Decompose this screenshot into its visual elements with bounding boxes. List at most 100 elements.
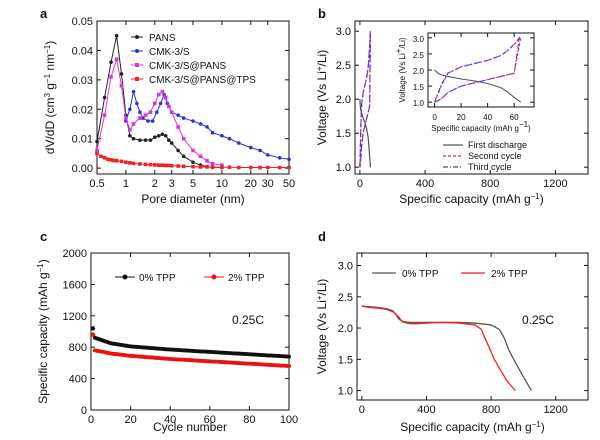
y-tick-label: 1.5 bbox=[338, 354, 353, 366]
data-point-1 bbox=[227, 136, 232, 141]
main-series-2 bbox=[359, 31, 371, 168]
data-point-1 bbox=[176, 113, 180, 117]
legend-label: CMK-3/S@PANS@TPS bbox=[149, 75, 256, 86]
data-point-0 bbox=[160, 132, 165, 137]
data-point-3 bbox=[205, 165, 209, 169]
x-tick-label: 0 bbox=[359, 404, 365, 416]
y-tick-label: 2.0 bbox=[413, 67, 425, 76]
plot-frame bbox=[354, 20, 589, 175]
main-series-0 bbox=[359, 99, 372, 168]
label-part: Specific capacity (mAh g bbox=[400, 420, 531, 434]
y-tick-label: 1.0 bbox=[336, 162, 351, 174]
data-point-3 bbox=[248, 165, 253, 170]
series-line-1 bbox=[361, 305, 516, 392]
label-part: ) bbox=[540, 192, 544, 206]
x-tick-label: 20 bbox=[457, 113, 466, 122]
y-tick-label: 0.00 bbox=[72, 163, 93, 175]
inset-y-axis-label: Voltage (Vs Li+/Li) bbox=[394, 37, 408, 102]
data-point-2 bbox=[138, 116, 142, 120]
y-tick-label: 400 bbox=[69, 374, 87, 386]
label-part: ) bbox=[541, 420, 545, 434]
inset-x-axis-label: Specific capacity (mAh g−1) bbox=[431, 120, 531, 134]
x-axis-label-d: Specific capacity (mAh g−1) bbox=[400, 420, 545, 435]
x-tick-label: 40 bbox=[483, 113, 492, 122]
data-point-3 bbox=[152, 163, 157, 167]
data-point-3 bbox=[265, 165, 270, 170]
x-tick-label: 1200 bbox=[543, 404, 567, 416]
data-point-2 bbox=[114, 57, 119, 62]
y-tick-label: 2.5 bbox=[413, 51, 425, 60]
legend-label: 0% TPP bbox=[402, 269, 439, 280]
data-point-3 bbox=[148, 162, 153, 167]
y-tick-label: 1600 bbox=[63, 279, 87, 291]
data-point-1 bbox=[181, 116, 186, 120]
data-point-3 bbox=[124, 160, 128, 165]
y-tick-label: 2.5 bbox=[336, 60, 351, 72]
data-point-2 bbox=[109, 75, 113, 79]
y-tick-label: 2.0 bbox=[338, 323, 353, 335]
data-point-2 bbox=[163, 95, 168, 100]
x-tick-label: 2 bbox=[152, 178, 158, 190]
panel-label-b: b bbox=[318, 6, 326, 21]
data-point-2 bbox=[102, 113, 107, 117]
x-tick-label: 100 bbox=[280, 414, 298, 426]
data-point-3 bbox=[163, 163, 168, 168]
data-point-3 bbox=[176, 164, 180, 168]
data-point-0 bbox=[152, 135, 157, 140]
legend-marker bbox=[211, 274, 217, 280]
label-superscript: −1 bbox=[43, 73, 52, 83]
data-point-1 bbox=[150, 119, 155, 123]
data-point-3 bbox=[119, 159, 124, 164]
data-point-2 bbox=[169, 110, 174, 115]
x-tick-label: 10 bbox=[216, 178, 228, 190]
x-tick-label: 5 bbox=[190, 178, 196, 190]
data-point-0 bbox=[109, 60, 113, 64]
y-tick-label: 2.5 bbox=[338, 292, 353, 304]
data-point-1 bbox=[146, 119, 150, 123]
label-part: nm bbox=[43, 54, 57, 74]
x-tick-label: 20 bbox=[245, 178, 257, 190]
x-tick-label: 0 bbox=[88, 414, 94, 426]
data-point-2 bbox=[119, 83, 124, 88]
y-tick-label: 3.0 bbox=[336, 26, 351, 38]
plot-frame bbox=[356, 252, 589, 401]
data-point-1 bbox=[90, 332, 96, 337]
data-point-0 bbox=[287, 354, 291, 359]
data-point-2 bbox=[148, 110, 153, 115]
y-tick-label: 800 bbox=[69, 342, 87, 354]
data-point-2 bbox=[143, 113, 148, 117]
data-point-1 bbox=[138, 110, 142, 115]
data-point-3 bbox=[167, 163, 171, 168]
data-point-3 bbox=[128, 161, 132, 165]
data-point-3 bbox=[99, 154, 103, 159]
legend-label: 0% TPP bbox=[139, 273, 176, 284]
label-part: Specific capacity (mAh g bbox=[36, 272, 50, 403]
data-point-1 bbox=[258, 148, 262, 153]
label-part: ) bbox=[528, 124, 531, 133]
data-point-0 bbox=[176, 148, 180, 153]
data-point-1 bbox=[220, 133, 224, 138]
data-point-2 bbox=[152, 101, 157, 106]
x-tick-label: 1200 bbox=[543, 178, 567, 190]
label-superscript: 3 bbox=[43, 93, 52, 98]
data-point-3 bbox=[131, 161, 136, 166]
label-superscript: −1 bbox=[43, 44, 52, 54]
legend-label: Second cycle bbox=[468, 151, 522, 161]
data-point-3 bbox=[95, 151, 99, 156]
label-superscript: −1 bbox=[519, 120, 529, 129]
label-part: ) bbox=[36, 259, 50, 263]
data-point-0 bbox=[114, 33, 119, 38]
data-point-2 bbox=[167, 104, 171, 109]
x-tick-label: 800 bbox=[481, 178, 499, 190]
y-tick-label: 1200 bbox=[63, 311, 87, 323]
data-point-3 bbox=[287, 165, 291, 170]
inset-series-2 bbox=[434, 35, 521, 103]
data-point-2 bbox=[95, 148, 99, 153]
legend-label: CMK-3/S@PANS bbox=[149, 61, 227, 72]
data-point-0 bbox=[148, 138, 153, 142]
data-point-3 bbox=[160, 163, 165, 167]
y-tick-label: 1.0 bbox=[338, 386, 353, 398]
y-tick-label: 0.01 bbox=[72, 134, 93, 146]
y-tick-label: 3.0 bbox=[413, 35, 425, 44]
